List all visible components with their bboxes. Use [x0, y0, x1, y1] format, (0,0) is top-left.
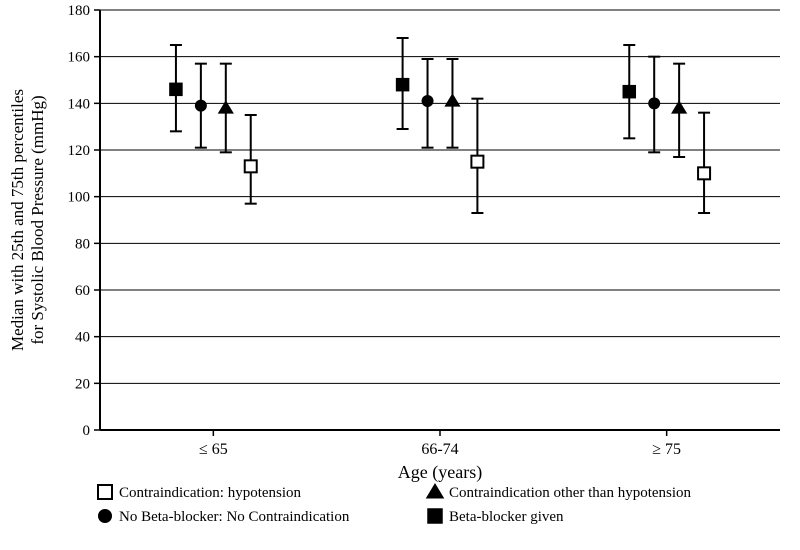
- y-tick-label: 160: [68, 50, 91, 66]
- svg-text:for Systolic Blood Pressure (m: for Systolic Blood Pressure (mmHg): [28, 95, 47, 344]
- legend-entry-beta_given: Beta-blocker given: [428, 509, 564, 525]
- legend-label: Contraindication other than hypotension: [449, 485, 692, 501]
- svg-text:Median with 25th and 75th perc: Median with 25th and 75th percentiles: [8, 89, 27, 351]
- y-tick-label: 0: [83, 423, 91, 439]
- chart-svg: 0 20 40 60 80 100 120 140 160 180 ≤ 65 66-74 ≥ 75 Age…: [0, 0, 800, 550]
- legend-label: Contraindication: hypotension: [119, 485, 302, 501]
- y-tick-label: 120: [68, 143, 91, 159]
- legend-label: No Beta-blocker: No Contraindication: [119, 509, 350, 525]
- y-tick-label: 180: [68, 3, 91, 19]
- chart-container: { "chart": { "type": "errorbar-dotplot",…: [0, 0, 800, 550]
- y-axis-label: Median with 25th and 75th percentilesfor…: [8, 89, 47, 351]
- legend-entry-ci_hypo: Contraindication: hypotension: [98, 485, 302, 501]
- x-tick-label: 66-74: [421, 441, 458, 458]
- y-tick-label: 100: [68, 190, 91, 206]
- y-tick-label: 40: [75, 330, 90, 346]
- legend-entry-no_bb_no_ci: No Beta-blocker: No Contraindication: [99, 509, 350, 525]
- y-tick-label: 140: [68, 96, 91, 112]
- legend-label: Beta-blocker given: [449, 509, 564, 525]
- y-tick-label: 20: [75, 376, 90, 392]
- y-tick-label: 80: [75, 236, 90, 252]
- y-tick-label: 60: [75, 283, 90, 299]
- x-axis-label: Age (years): [398, 462, 482, 483]
- x-tick-label: ≤ 65: [199, 441, 228, 458]
- x-tick-label: ≥ 75: [652, 441, 681, 458]
- legend-entry-ci_other: Contraindication other than hypotension: [427, 484, 692, 501]
